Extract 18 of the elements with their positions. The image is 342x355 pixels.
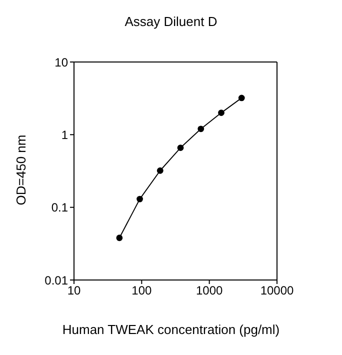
point — [218, 110, 224, 116]
point — [116, 234, 123, 242]
y-tick-label: 10 — [54, 55, 68, 70]
y-tick-label: 0.1 — [51, 200, 68, 215]
chart-title: Assay Diluent D — [124, 14, 218, 29]
x-tick-label: 100 — [132, 284, 152, 298]
x-axis-title: Human TWEAK concentration (pg/ml) — [61, 322, 281, 337]
x-tick-label: 10000 — [260, 284, 294, 298]
point — [177, 144, 184, 151]
x-tick-label: 1000 — [196, 284, 224, 298]
point — [156, 167, 164, 174]
y-axis-title: OD=450 nm — [14, 134, 28, 206]
point — [238, 94, 245, 102]
point — [136, 196, 143, 202]
x-tick-label: 10 — [67, 284, 81, 298]
y-tick-label: 0.01 — [44, 273, 68, 288]
y-tick-label: 1 — [61, 128, 68, 142]
point — [198, 126, 204, 132]
